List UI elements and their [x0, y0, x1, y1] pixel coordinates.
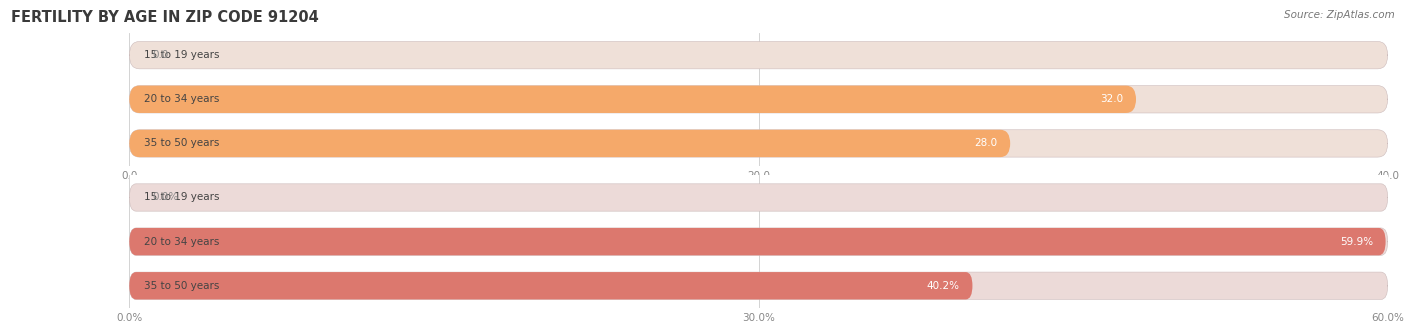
- Text: 35 to 50 years: 35 to 50 years: [145, 281, 219, 291]
- Text: 15 to 19 years: 15 to 19 years: [145, 50, 219, 60]
- Text: 59.9%: 59.9%: [1340, 237, 1374, 247]
- FancyBboxPatch shape: [129, 184, 1388, 211]
- FancyBboxPatch shape: [129, 272, 1388, 300]
- Text: 28.0: 28.0: [974, 138, 998, 148]
- Text: 20 to 34 years: 20 to 34 years: [145, 94, 219, 104]
- Text: 40.2%: 40.2%: [927, 281, 960, 291]
- FancyBboxPatch shape: [129, 86, 1388, 113]
- FancyBboxPatch shape: [129, 228, 1388, 255]
- Text: 15 to 19 years: 15 to 19 years: [145, 193, 219, 203]
- Text: FERTILITY BY AGE IN ZIP CODE 91204: FERTILITY BY AGE IN ZIP CODE 91204: [11, 10, 319, 25]
- Text: 0.0: 0.0: [152, 50, 169, 60]
- FancyBboxPatch shape: [129, 86, 1136, 113]
- FancyBboxPatch shape: [129, 41, 1388, 69]
- FancyBboxPatch shape: [129, 130, 1388, 157]
- Text: Source: ZipAtlas.com: Source: ZipAtlas.com: [1284, 10, 1395, 20]
- FancyBboxPatch shape: [129, 130, 1010, 157]
- FancyBboxPatch shape: [129, 228, 1386, 255]
- Text: 20 to 34 years: 20 to 34 years: [145, 237, 219, 247]
- Text: 0.0%: 0.0%: [152, 193, 179, 203]
- Text: 32.0: 32.0: [1101, 94, 1123, 104]
- Text: 35 to 50 years: 35 to 50 years: [145, 138, 219, 148]
- FancyBboxPatch shape: [129, 272, 973, 300]
